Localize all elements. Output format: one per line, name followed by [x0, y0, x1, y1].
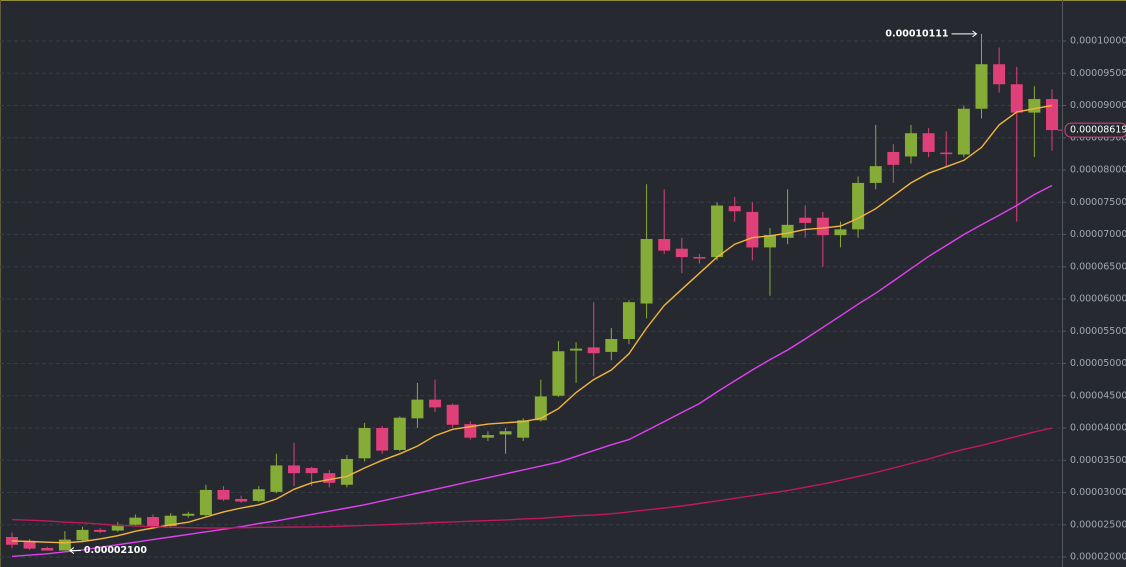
candle-body [622, 302, 635, 340]
candle-body [6, 537, 18, 545]
y-tick-label: 0.00006000 [1070, 294, 1126, 305]
y-tick-label: 0.00004000 [1070, 423, 1126, 434]
candle-body [270, 465, 283, 492]
y-tick-label: 0.00005500 [1070, 326, 1126, 337]
candle-body [411, 399, 424, 419]
candle-body [199, 489, 212, 516]
candle-body [534, 396, 547, 421]
candle-body [129, 517, 142, 525]
candle-body [658, 239, 671, 251]
candle-body [499, 431, 512, 435]
candle-body [763, 235, 776, 248]
candle-body [23, 540, 36, 549]
candle-body [711, 205, 724, 258]
candle-body [147, 517, 160, 527]
candle-body [816, 217, 829, 236]
y-tick-label: 0.00007000 [1070, 229, 1126, 240]
candle-body [904, 133, 917, 157]
candle-body [446, 404, 459, 425]
candle-body [940, 152, 953, 155]
candle-body [305, 467, 318, 474]
y-tick-label: 0.00003500 [1070, 455, 1126, 466]
candle-body [235, 498, 248, 502]
candle-body [1010, 84, 1023, 113]
candle-body [1028, 99, 1041, 113]
candle-body [852, 182, 865, 230]
y-tick-label: 0.00009000 [1070, 100, 1126, 111]
y-tick-label: 0.00007500 [1070, 197, 1126, 208]
candle-body [323, 473, 336, 483]
moving-average-line [11, 104, 1053, 544]
candle-body [58, 539, 71, 551]
candle-body [182, 513, 195, 516]
y-tick-label: 0.00005000 [1070, 358, 1126, 369]
y-tick-label: 0.00008000 [1070, 165, 1126, 176]
y-tick-label: 0.00003000 [1070, 487, 1126, 498]
y-tick-label: 0.00006500 [1070, 261, 1126, 272]
low-label: 0.00002100 [84, 545, 147, 556]
candle-body [1046, 99, 1058, 131]
candle-body [834, 229, 847, 236]
candle-body [605, 339, 618, 352]
candle-body [41, 547, 54, 551]
candle-body [957, 108, 970, 155]
moving-average-line [11, 184, 1053, 558]
candle-body [164, 515, 177, 527]
y-tick-label: 0.00002000 [1070, 552, 1126, 563]
y-tick-label: 0.00008500 [1070, 132, 1126, 143]
candle-body [111, 524, 124, 531]
candle-body [340, 458, 353, 485]
candle-body [869, 166, 882, 183]
candle-body [76, 529, 89, 541]
annotation-arrowhead [69, 547, 75, 554]
candle-body [252, 489, 265, 501]
candle-body [552, 351, 565, 396]
candle-body [570, 348, 583, 351]
candle-body [481, 435, 494, 438]
candle-body [358, 428, 371, 459]
candle-body [693, 257, 706, 259]
candle-body [217, 489, 230, 500]
candle-body [799, 217, 812, 223]
candle-body [429, 399, 442, 408]
y-tick-label: 0.00002500 [1070, 519, 1126, 530]
candle-body [975, 64, 988, 109]
candle-body [728, 206, 741, 212]
high-label: 0.00010111 [885, 28, 948, 39]
candle-body [746, 211, 759, 248]
candle-body [640, 239, 653, 304]
y-tick-label: 0.00009500 [1070, 68, 1126, 79]
candle-body [393, 417, 406, 450]
y-tick-label: 0.00010000 [1070, 36, 1126, 47]
candle-body [288, 465, 301, 474]
candle-body [922, 133, 935, 152]
moving-average-line [11, 427, 1053, 529]
candle-body [887, 151, 900, 165]
candle-body [517, 420, 530, 438]
candle-body [376, 428, 389, 451]
annotation-arrowhead [972, 30, 978, 38]
candle-body [94, 529, 107, 532]
y-tick-label: 0.00004500 [1070, 390, 1126, 401]
candle-body [993, 64, 1006, 85]
last-price-label: 0.00008619 [1070, 125, 1126, 136]
candle-body [675, 248, 688, 258]
candle-body [587, 347, 600, 354]
candle-body [781, 224, 794, 238]
last-price-box [1064, 122, 1126, 138]
